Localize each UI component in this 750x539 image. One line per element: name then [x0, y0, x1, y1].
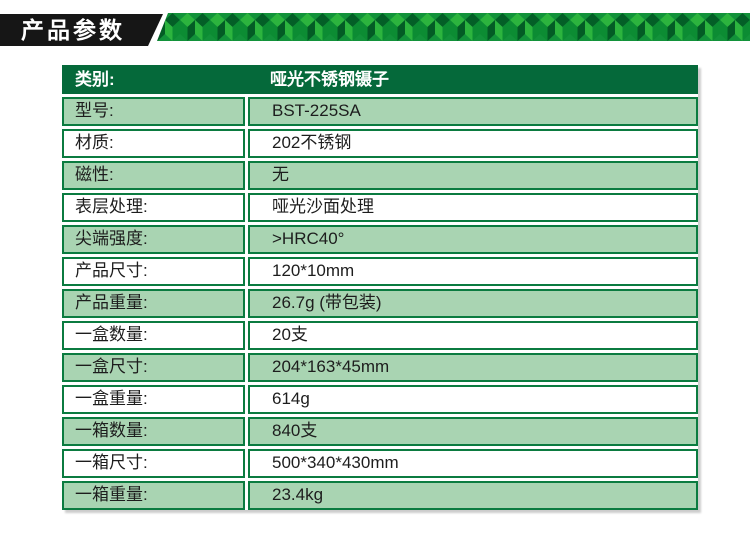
param-value: 无 [248, 161, 698, 190]
cube-pattern-banner [157, 13, 750, 41]
param-value: 23.4kg [248, 481, 698, 510]
section-title-ribbon: 产品参数 [0, 14, 163, 46]
table-row: 一盒重量: 614g [62, 385, 698, 414]
header-value: 哑光不锈钢镊子 [270, 70, 389, 89]
param-value: 840支 [248, 417, 698, 446]
table-row: 磁性: 无 [62, 161, 698, 190]
param-label: 材质: [62, 129, 245, 158]
cube-pattern-icon [157, 13, 750, 41]
param-label: 产品重量: [62, 289, 245, 318]
table-row: 一箱数量: 840支 [62, 417, 698, 446]
param-value: >HRC40° [248, 225, 698, 254]
param-label: 尖端强度: [62, 225, 245, 254]
param-value: 614g [248, 385, 698, 414]
page-title: 产品参数 [21, 17, 125, 43]
table-row: 一盒数量: 20支 [62, 321, 698, 350]
param-value: 20支 [248, 321, 698, 350]
param-label: 一箱尺寸: [62, 449, 245, 478]
table-row: 产品尺寸: 120*10mm [62, 257, 698, 286]
param-value: 26.7g (带包装) [248, 289, 698, 318]
table-row: 一箱尺寸: 500*340*430mm [62, 449, 698, 478]
param-label: 表层处理: [62, 193, 245, 222]
param-label: 一箱重量: [62, 481, 245, 510]
table-row: 表层处理: 哑光沙面处理 [62, 193, 698, 222]
param-label: 型号: [62, 97, 245, 126]
param-value: 202不锈钢 [248, 129, 698, 158]
param-value: BST-225SA [248, 97, 698, 126]
param-value: 204*163*45mm [248, 353, 698, 382]
table-row: 材质: 202不锈钢 [62, 129, 698, 158]
table-row: 一盒尺寸: 204*163*45mm [62, 353, 698, 382]
param-value: 120*10mm [248, 257, 698, 286]
param-value: 哑光沙面处理 [248, 193, 698, 222]
param-label: 磁性: [62, 161, 245, 190]
header-label: 类别: [75, 70, 115, 89]
param-label: 一箱数量: [62, 417, 245, 446]
param-label: 一盒尺寸: [62, 353, 245, 382]
table-header-row: 类别: 哑光不锈钢镊子 [62, 65, 698, 94]
table-row: 尖端强度: >HRC40° [62, 225, 698, 254]
param-label: 一盒数量: [62, 321, 245, 350]
param-label: 产品尺寸: [62, 257, 245, 286]
table-row: 型号: BST-225SA [62, 97, 698, 126]
param-label: 一盒重量: [62, 385, 245, 414]
table-row: 产品重量: 26.7g (带包装) [62, 289, 698, 318]
param-value: 500*340*430mm [248, 449, 698, 478]
table-body: 型号: BST-225SA 材质: 202不锈钢 磁性: 无 表层处理: 哑光沙… [62, 97, 698, 510]
spec-table: 类别: 哑光不锈钢镊子 型号: BST-225SA 材质: 202不锈钢 磁性:… [62, 65, 698, 510]
table-row: 一箱重量: 23.4kg [62, 481, 698, 510]
